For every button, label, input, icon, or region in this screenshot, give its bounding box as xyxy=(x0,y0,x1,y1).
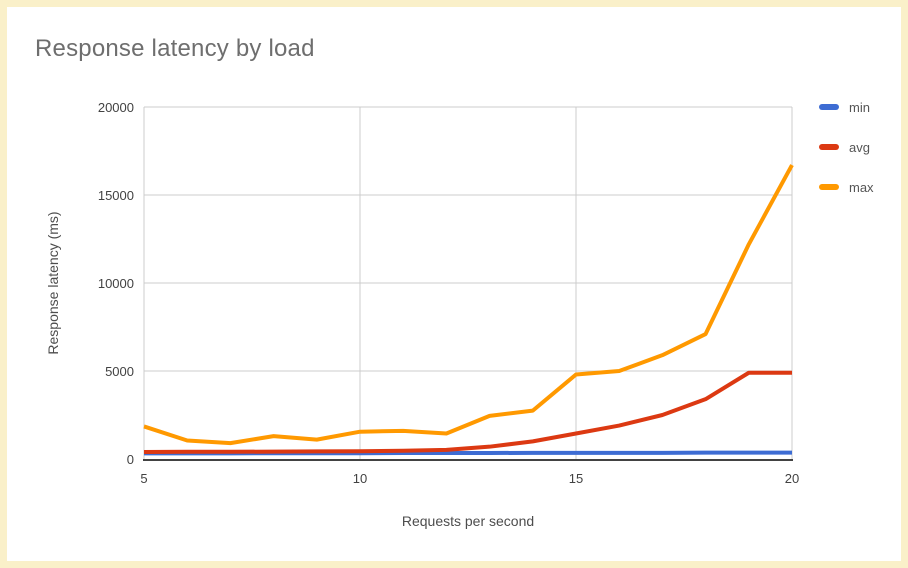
chart-legend: min avg max xyxy=(819,97,874,217)
legend-item-min: min xyxy=(819,97,874,117)
legend-label-avg: avg xyxy=(849,139,870,155)
chart-title: Response latency by load xyxy=(35,35,315,62)
chart-plot-area: 0 5000 10000 15000 20000 5 10 15 20 xyxy=(98,100,799,486)
y-tick-label: 20000 xyxy=(98,100,134,115)
legend-label-max: max xyxy=(849,179,874,195)
legend-swatch-max-icon xyxy=(819,184,839,190)
x-axis-title: Requests per second xyxy=(401,513,535,529)
legend-item-max: max xyxy=(819,177,874,197)
series-line-max xyxy=(143,164,794,446)
legend-label-min: min xyxy=(849,99,870,115)
legend-swatch-avg-icon xyxy=(819,144,839,150)
y-tick-label: 15000 xyxy=(98,188,134,203)
y-tick-label: 5000 xyxy=(105,364,134,379)
y-axis-title: Response latency (ms) xyxy=(45,211,61,355)
y-tick-label: 0 xyxy=(127,452,134,467)
series-line-avg xyxy=(143,370,792,454)
y-tick-label: 10000 xyxy=(98,276,134,291)
legend-swatch-min-icon xyxy=(819,104,839,110)
x-tick-label: 10 xyxy=(353,471,367,486)
x-tick-label: 5 xyxy=(140,471,147,486)
x-tick-label: 15 xyxy=(569,471,583,486)
legend-item-avg: avg xyxy=(819,137,874,157)
x-tick-label: 20 xyxy=(785,471,799,486)
